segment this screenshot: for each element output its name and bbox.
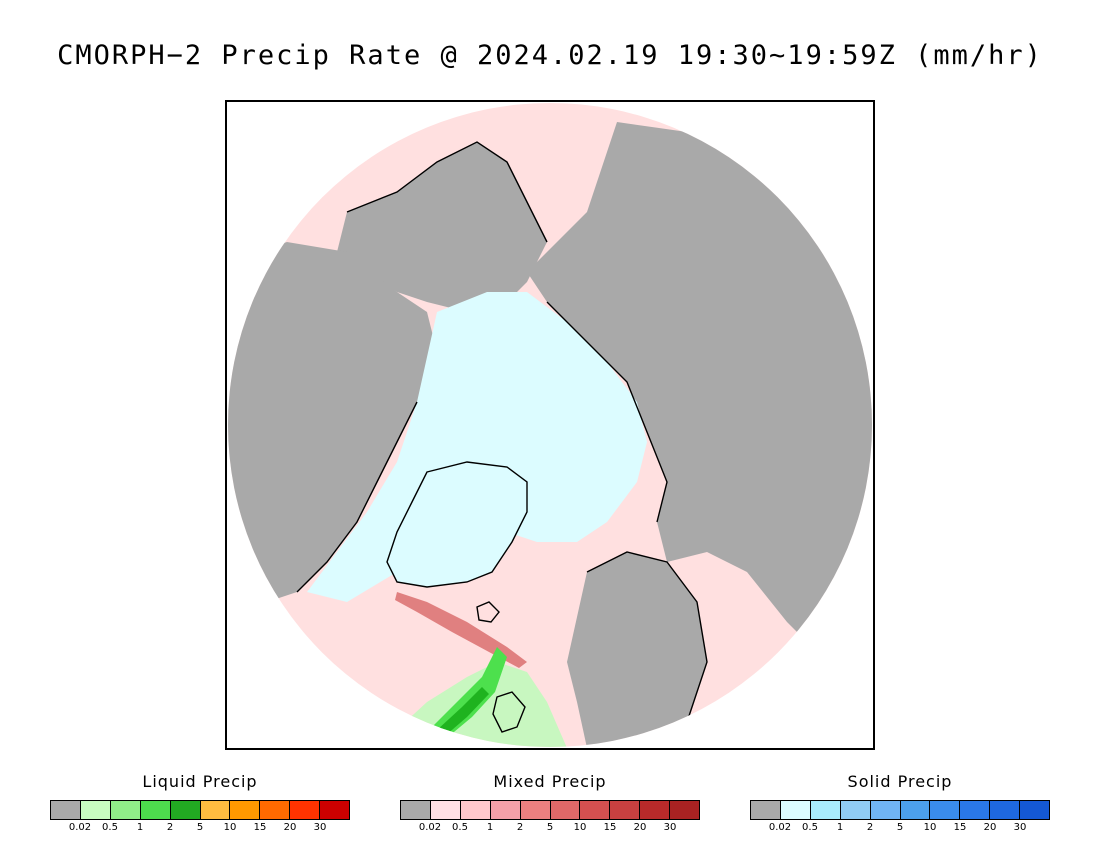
legend-mixed: Mixed Precip 0.02 0.5 1 2 5 10 15 20 30 bbox=[400, 772, 700, 834]
legend-solid: Solid Precip 0.02 0.5 1 2 5 10 15 20 30 bbox=[750, 772, 1050, 834]
legend-solid-swatch bbox=[780, 801, 811, 819]
legend-solid-swatch bbox=[810, 801, 841, 819]
legend-liquid-swatch bbox=[140, 801, 171, 819]
land-siberia bbox=[527, 122, 872, 662]
legend-solid-swatch bbox=[751, 801, 781, 819]
liquid-precip-heavy bbox=[437, 687, 489, 736]
legend-liquid-tick: 1 bbox=[136, 822, 144, 833]
legend-liquid-title: Liquid Precip bbox=[142, 772, 258, 791]
precip-map bbox=[228, 103, 872, 747]
legend-liquid: Liquid Precip 0.02 0.5 1 2 5 10 15 20 30 bbox=[50, 772, 350, 834]
legend-liquid-swatch bbox=[51, 801, 81, 819]
legend-mixed-swatch bbox=[580, 801, 611, 819]
legend-solid-swatch bbox=[840, 801, 871, 819]
legend-liquid-ticks: 0.02 0.5 1 2 5 10 15 20 30 bbox=[50, 822, 350, 834]
legend-solid-tick: 15 bbox=[953, 822, 967, 833]
legend-mixed-swatch bbox=[670, 801, 700, 819]
legend-liquid-tick: 20 bbox=[283, 822, 297, 833]
legend-solid-swatch bbox=[960, 801, 991, 819]
legend-liquid-tick: 5 bbox=[196, 822, 204, 833]
legend-solid-tick: 2 bbox=[866, 822, 874, 833]
legend-liquid-swatch bbox=[230, 801, 261, 819]
legend-liquid-swatch bbox=[320, 801, 350, 819]
legend-solid-tick: 5 bbox=[896, 822, 904, 833]
legend-solid-tick: 30 bbox=[1013, 822, 1027, 833]
legend-mixed-tick: 10 bbox=[573, 822, 587, 833]
land-alaska bbox=[337, 142, 547, 312]
legend-mixed-swatch bbox=[640, 801, 671, 819]
legend-mixed-tick: 20 bbox=[633, 822, 647, 833]
legend-mixed-tick: 30 bbox=[663, 822, 677, 833]
legend-mixed-swatch bbox=[460, 801, 491, 819]
legend-mixed-tick: 15 bbox=[603, 822, 617, 833]
legend-mixed-swatch bbox=[520, 801, 551, 819]
legend-solid-tick: 10 bbox=[923, 822, 937, 833]
legend-liquid-tick: 15 bbox=[253, 822, 267, 833]
legend-mixed-ticks: 0.02 0.5 1 2 5 10 15 20 30 bbox=[400, 822, 700, 834]
legend-mixed-tick: 2 bbox=[516, 822, 524, 833]
legend-mixed-tick: 0.02 bbox=[418, 822, 442, 833]
legend-solid-tick: 0.5 bbox=[802, 822, 818, 833]
legend-solid-swatch bbox=[870, 801, 901, 819]
greenland bbox=[387, 462, 527, 587]
legend-liquid-tick: 10 bbox=[223, 822, 237, 833]
legend-liquid-swatch bbox=[170, 801, 201, 819]
legend-mixed-swatch bbox=[610, 801, 641, 819]
polar-map-frame bbox=[225, 100, 875, 750]
land-scandinavia bbox=[567, 552, 707, 747]
legend-liquid-swatch bbox=[200, 801, 231, 819]
legend-solid-tick: 20 bbox=[983, 822, 997, 833]
legend-liquid-colorbar bbox=[50, 800, 350, 820]
legend-mixed-tick: 0.5 bbox=[452, 822, 468, 833]
legend-solid-colorbar bbox=[750, 800, 1050, 820]
legend-solid-swatch bbox=[990, 801, 1021, 819]
solid-precip-area bbox=[307, 292, 647, 602]
legend-mixed-tick: 1 bbox=[486, 822, 494, 833]
legend-mixed-title: Mixed Precip bbox=[493, 772, 607, 791]
legend-mixed-swatch bbox=[401, 801, 431, 819]
legend-mixed-colorbar bbox=[400, 800, 700, 820]
legend-mixed-tick: 5 bbox=[546, 822, 554, 833]
land-canada bbox=[228, 242, 437, 602]
legend-liquid-tick: 2 bbox=[166, 822, 174, 833]
legend-liquid-tick: 30 bbox=[313, 822, 327, 833]
legend-solid-title: Solid Precip bbox=[847, 772, 953, 791]
legend-liquid-swatch bbox=[110, 801, 141, 819]
coastlines bbox=[296, 141, 708, 733]
liquid-precip-moderate bbox=[427, 647, 507, 742]
legend-liquid-swatch bbox=[80, 801, 111, 819]
legend-liquid-tick: 0.02 bbox=[68, 822, 92, 833]
legend-mixed-swatch bbox=[550, 801, 581, 819]
legend-liquid-swatch bbox=[260, 801, 291, 819]
legend-solid-tick: 1 bbox=[836, 822, 844, 833]
legend-solid-ticks: 0.02 0.5 1 2 5 10 15 20 30 bbox=[750, 822, 1050, 834]
legend-solid-swatch bbox=[930, 801, 961, 819]
legend-solid-tick: 0.02 bbox=[768, 822, 792, 833]
legend-liquid-tick: 0.5 bbox=[102, 822, 118, 833]
map-title: CMORPH−2 Precip Rate @ 2024.02.19 19:30~… bbox=[57, 40, 1043, 71]
legend-mixed-swatch bbox=[490, 801, 521, 819]
mixed-precip-band bbox=[395, 592, 527, 668]
legend-solid-swatch bbox=[1020, 801, 1050, 819]
legend-liquid-swatch bbox=[290, 801, 321, 819]
legend-mixed-swatch bbox=[430, 801, 461, 819]
legend-solid-swatch bbox=[900, 801, 931, 819]
